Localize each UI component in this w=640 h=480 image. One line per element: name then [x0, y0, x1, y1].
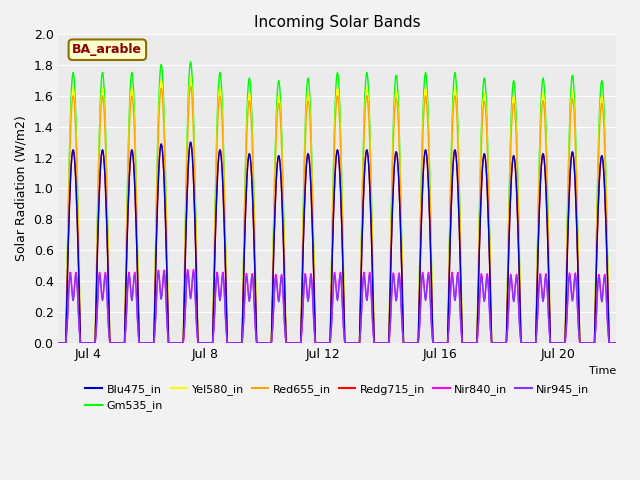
Nir945_in: [315, 340, 323, 346]
Yel580_in: [54, 340, 62, 346]
Nir840_in: [406, 340, 414, 346]
Gm535_in: [520, 340, 528, 346]
Yel580_in: [612, 340, 620, 346]
Red655_in: [612, 340, 620, 346]
Blu475_in: [406, 340, 414, 346]
Blu475_in: [612, 340, 620, 346]
Line: Red655_in: Red655_in: [58, 86, 616, 343]
Nir945_in: [54, 340, 62, 346]
Line: Yel580_in: Yel580_in: [58, 78, 616, 343]
Yel580_in: [520, 340, 528, 346]
Red655_in: [187, 83, 195, 89]
Redg715_in: [187, 139, 195, 145]
Yel580_in: [406, 340, 414, 346]
Nir840_in: [190, 266, 198, 272]
Redg715_in: [520, 340, 528, 346]
Yel580_in: [173, 340, 181, 346]
Blu475_in: [54, 340, 62, 346]
Nir945_in: [406, 340, 414, 346]
Blu475_in: [173, 340, 181, 346]
Red655_in: [250, 219, 258, 225]
Nir840_in: [612, 340, 620, 346]
Blu475_in: [315, 340, 323, 346]
Nir945_in: [250, 302, 258, 308]
Redg715_in: [315, 340, 323, 346]
Redg715_in: [250, 245, 258, 251]
Nir840_in: [315, 340, 323, 346]
Nir945_in: [612, 340, 620, 346]
Gm535_in: [385, 340, 393, 346]
Yel580_in: [187, 75, 195, 81]
Gm535_in: [250, 208, 258, 214]
Nir840_in: [250, 301, 258, 307]
Redg715_in: [54, 340, 62, 346]
Red655_in: [406, 340, 414, 346]
Text: BA_arable: BA_arable: [72, 43, 142, 56]
Red655_in: [173, 340, 181, 346]
Y-axis label: Solar Radiation (W/m2): Solar Radiation (W/m2): [15, 116, 28, 262]
Blu475_in: [520, 340, 528, 346]
Red655_in: [520, 340, 528, 346]
Text: Time: Time: [589, 366, 616, 376]
Line: Nir840_in: Nir840_in: [58, 269, 616, 343]
Title: Incoming Solar Bands: Incoming Solar Bands: [254, 15, 420, 30]
Legend: Blu475_in, Gm535_in, Yel580_in, Red655_in, Redg715_in, Nir840_in, Nir945_in: Blu475_in, Gm535_in, Yel580_in, Red655_i…: [81, 380, 594, 416]
Gm535_in: [612, 340, 620, 346]
Redg715_in: [173, 340, 181, 346]
Blu475_in: [187, 139, 195, 145]
Redg715_in: [385, 340, 393, 346]
Line: Nir945_in: Nir945_in: [58, 272, 616, 343]
Redg715_in: [406, 340, 414, 346]
Red655_in: [54, 340, 62, 346]
Nir840_in: [54, 340, 62, 346]
Nir945_in: [173, 340, 181, 346]
Blu475_in: [250, 245, 258, 251]
Yel580_in: [315, 340, 323, 346]
Nir840_in: [385, 340, 393, 346]
Gm535_in: [187, 59, 195, 65]
Line: Redg715_in: Redg715_in: [58, 142, 616, 343]
Line: Gm535_in: Gm535_in: [58, 62, 616, 343]
Redg715_in: [612, 340, 620, 346]
Nir840_in: [173, 340, 181, 346]
Nir840_in: [520, 340, 528, 346]
Nir945_in: [385, 340, 393, 346]
Red655_in: [385, 340, 393, 346]
Gm535_in: [54, 340, 62, 346]
Red655_in: [315, 340, 323, 346]
Gm535_in: [173, 340, 181, 346]
Nir945_in: [190, 269, 198, 275]
Gm535_in: [406, 340, 414, 346]
Yel580_in: [250, 215, 258, 221]
Nir945_in: [520, 340, 528, 346]
Line: Blu475_in: Blu475_in: [58, 142, 616, 343]
Gm535_in: [315, 340, 323, 346]
Blu475_in: [385, 340, 393, 346]
Yel580_in: [385, 340, 393, 346]
